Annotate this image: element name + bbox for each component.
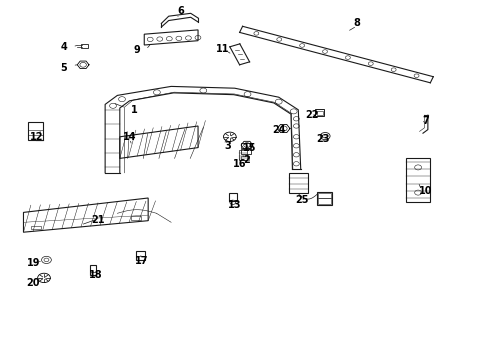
Bar: [317, 198, 330, 204]
Text: 9: 9: [133, 45, 140, 55]
Text: 12: 12: [30, 132, 43, 142]
Text: 17: 17: [135, 256, 148, 266]
Bar: [228, 193, 236, 201]
Bar: [81, 44, 88, 48]
Text: 22: 22: [305, 110, 318, 120]
Text: 23: 23: [315, 134, 329, 144]
Text: 24: 24: [271, 125, 285, 135]
Text: 11: 11: [215, 44, 229, 54]
Bar: [288, 173, 307, 193]
Bar: [28, 122, 43, 140]
Text: 18: 18: [88, 270, 102, 280]
Text: 10: 10: [418, 186, 431, 196]
Text: 21: 21: [91, 215, 104, 225]
Bar: [316, 111, 322, 115]
Text: 1: 1: [131, 105, 138, 115]
Text: 20: 20: [26, 278, 40, 288]
Bar: [315, 109, 324, 116]
Text: 7: 7: [421, 116, 428, 126]
Text: 13: 13: [227, 200, 241, 210]
Text: 14: 14: [122, 132, 136, 142]
Bar: [240, 156, 249, 160]
Text: 4: 4: [60, 42, 67, 52]
Bar: [316, 192, 331, 205]
Bar: [90, 265, 96, 275]
Bar: [238, 150, 247, 160]
Text: 5: 5: [60, 63, 67, 73]
Text: 3: 3: [224, 141, 230, 151]
Text: 8: 8: [353, 18, 360, 28]
Bar: [240, 143, 251, 148]
Bar: [31, 226, 41, 229]
Text: 6: 6: [177, 6, 184, 16]
Text: 25: 25: [295, 195, 308, 205]
Bar: [131, 216, 141, 220]
Text: 15: 15: [242, 143, 256, 153]
Bar: [136, 251, 144, 260]
Bar: [240, 149, 251, 154]
Text: 16: 16: [232, 159, 246, 169]
Bar: [317, 193, 330, 198]
Text: 2: 2: [243, 155, 250, 165]
Text: 19: 19: [26, 258, 40, 268]
